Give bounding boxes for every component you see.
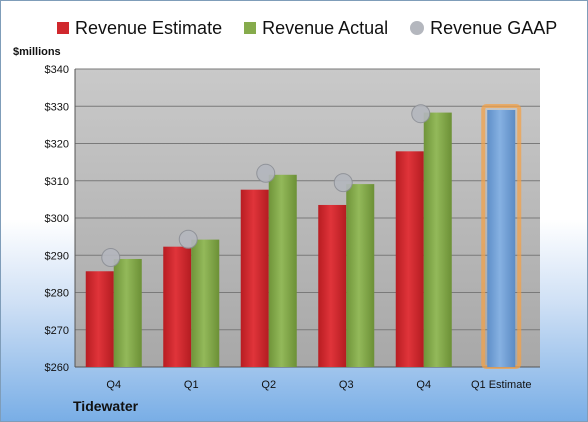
- legend-label-estimate: Revenue Estimate: [75, 17, 223, 38]
- legend-item-gaap: Revenue GAAP: [410, 18, 557, 39]
- bar-estimate: [163, 246, 192, 367]
- bar-forecast: [487, 109, 516, 367]
- y-tick-label: $330: [45, 101, 69, 113]
- y-tick-label: $340: [45, 64, 69, 76]
- gaap-marker: [256, 163, 276, 183]
- x-tick-label: Q1: [184, 379, 199, 391]
- x-tick-label: Q4: [106, 379, 121, 391]
- bar-actual: [191, 239, 220, 367]
- y-tick-label: $300: [45, 213, 69, 225]
- y-tick-label: $270: [45, 325, 69, 337]
- legend: Revenue Estimate Revenue Actual Revenue …: [57, 16, 579, 40]
- bar-estimate: [85, 271, 114, 367]
- legend-swatch-actual: [244, 22, 257, 34]
- gaap-marker: [333, 173, 353, 193]
- gaap-marker: [411, 104, 431, 124]
- bar-estimate: [318, 204, 347, 367]
- gaap-marker: [101, 247, 121, 267]
- gaap-marker: [178, 229, 198, 249]
- legend-item-estimate: Revenue Estimate: [57, 18, 222, 39]
- y-tick-label: $310: [45, 176, 69, 188]
- bar-actual: [423, 112, 452, 368]
- bar-actual: [268, 174, 297, 367]
- x-tick-label: Q2: [261, 379, 276, 391]
- legend-swatch-gaap: [410, 21, 425, 35]
- y-tick-label: $290: [45, 250, 69, 262]
- legend-label-actual: Revenue Actual: [262, 17, 389, 38]
- y-tick-label: $320: [45, 139, 69, 151]
- bar-actual: [113, 258, 142, 367]
- bar-estimate: [395, 151, 424, 367]
- x-tick-label: Q1 Estimate: [471, 379, 532, 391]
- x-tick-label: Q3: [339, 379, 354, 391]
- x-tick-label: Q4: [416, 379, 431, 391]
- legend-swatch-estimate: [57, 22, 69, 34]
- y-axis-label: $millions: [13, 46, 61, 58]
- y-tick-label: $260: [45, 362, 69, 374]
- company-name: Tidewater: [73, 398, 139, 414]
- legend-item-actual: Revenue Actual: [244, 18, 388, 39]
- legend-label-gaap: Revenue GAAP: [430, 17, 558, 38]
- bar-actual: [346, 184, 375, 367]
- bar-estimate: [240, 189, 269, 367]
- y-tick-label: $280: [45, 288, 69, 300]
